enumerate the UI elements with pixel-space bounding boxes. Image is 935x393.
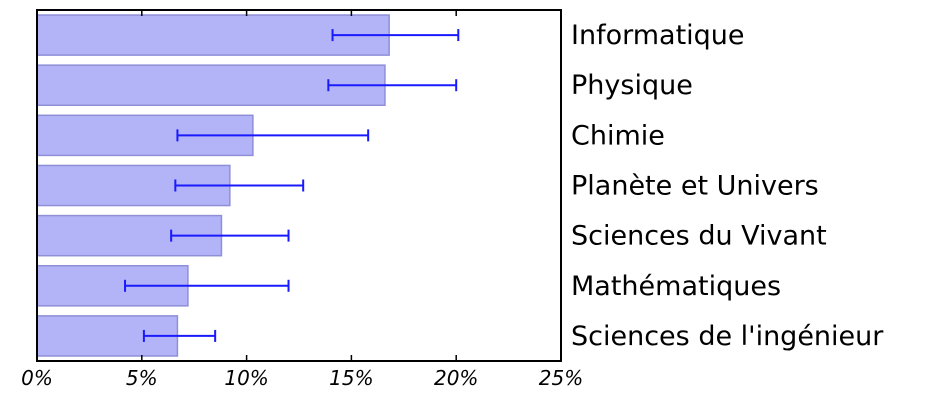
category-label: Mathématiques: [571, 271, 781, 302]
category-label: Physique: [571, 70, 693, 101]
bar: [36, 64, 386, 107]
x-tick-label: 0%: [21, 366, 53, 390]
x-tick-label: 10%: [224, 366, 268, 390]
category-label: Planète et Univers: [571, 171, 819, 202]
plot-area-frame: [36, 9, 562, 362]
error-bar: [174, 179, 305, 192]
x-tick-label: 25%: [539, 366, 583, 390]
error-bar: [176, 129, 370, 142]
bar: [36, 14, 390, 56]
category-label: Chimie: [571, 120, 665, 151]
category-label: Sciences de l'ingénieur: [571, 321, 884, 352]
x-tick-label: 15%: [329, 366, 373, 390]
error-bar: [327, 79, 458, 92]
x-tick-label: 5%: [126, 366, 158, 390]
error-bars-layer: [124, 29, 460, 342]
x-tick-label: 20%: [434, 366, 478, 390]
category-label: Informatique: [571, 20, 745, 51]
category-label: Sciences du Vivant: [571, 221, 827, 252]
error-bar: [170, 229, 290, 242]
error-bar: [142, 329, 217, 342]
error-bar: [331, 29, 460, 42]
category-labels: Informatique Physique Chimie Planète et Uni…: [571, 20, 884, 352]
x-axis-ticks: 0% 5% 10% 15% 20% 25%: [21, 10, 583, 390]
error-bar: [124, 279, 290, 292]
